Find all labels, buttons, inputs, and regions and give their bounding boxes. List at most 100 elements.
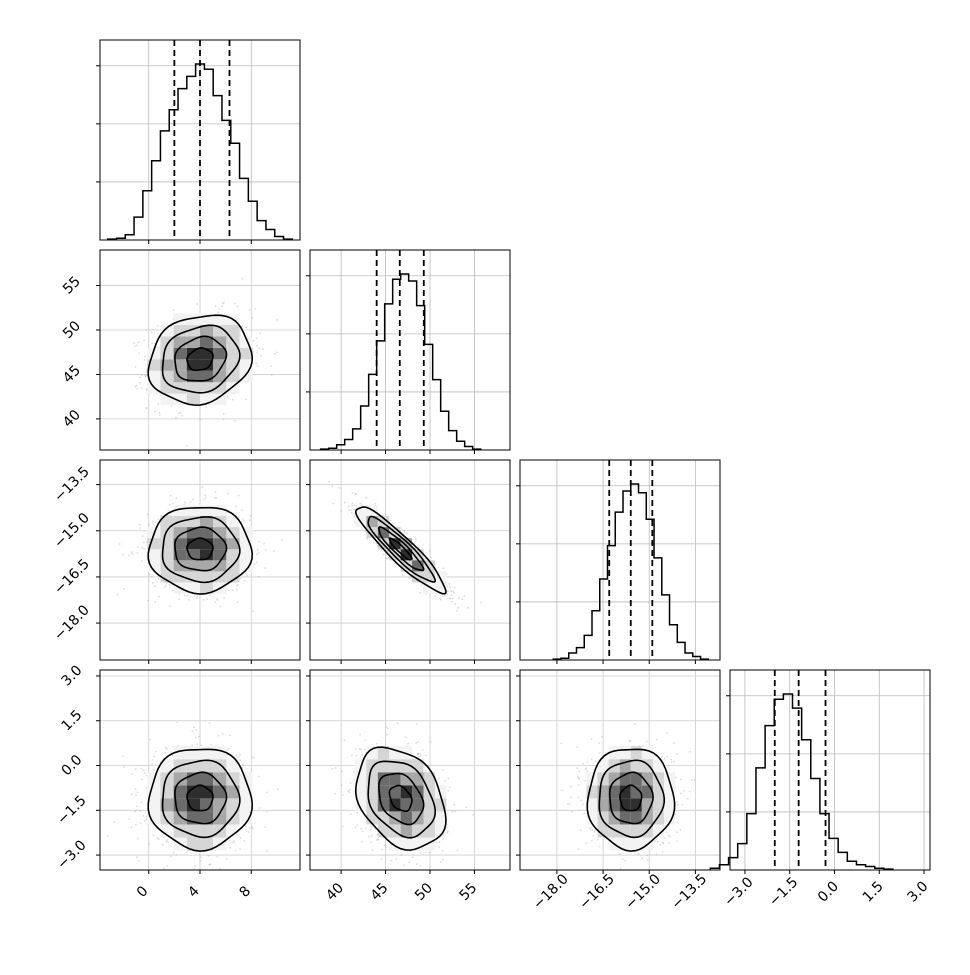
scatter-point — [140, 822, 142, 824]
scatter-point — [152, 521, 154, 523]
density-cell — [366, 759, 377, 772]
scatter-panel-2-1 — [306, 460, 510, 664]
scatter-point — [137, 838, 139, 840]
scatter-point — [245, 399, 247, 401]
density-cell — [187, 505, 200, 516]
density-cell — [213, 336, 226, 347]
scatter-point — [356, 755, 358, 757]
scatter-point — [251, 317, 253, 319]
scatter-point — [200, 860, 202, 862]
scatter-point — [415, 742, 417, 744]
panel-content — [310, 670, 510, 883]
scatter-point — [370, 841, 372, 843]
scatter-point — [254, 308, 256, 310]
scatter-point — [454, 587, 456, 589]
scatter-point — [186, 445, 188, 447]
scatter-point — [446, 586, 448, 588]
scatter-point — [429, 550, 431, 552]
scatter-point — [157, 325, 159, 327]
scatter-point — [361, 529, 363, 531]
scatter-point — [331, 768, 333, 770]
scatter-point — [370, 829, 372, 831]
scatter-point — [223, 419, 225, 421]
scatter-point — [413, 871, 415, 873]
scatter-point — [236, 585, 238, 587]
scatter-point — [370, 825, 372, 827]
scatter-point — [233, 840, 235, 842]
scatter-point — [442, 567, 444, 569]
scatter-point — [141, 375, 143, 377]
scatter-point — [167, 509, 169, 511]
scatter-point — [190, 877, 192, 879]
scatter-point — [227, 493, 229, 495]
scatter-point — [134, 788, 136, 790]
scatter-point — [442, 838, 444, 840]
scatter-point — [251, 826, 253, 828]
scatter-point — [263, 543, 265, 545]
scatter-point — [223, 302, 225, 304]
scatter-point — [176, 854, 178, 856]
scatter-point — [149, 573, 151, 575]
scatter-point — [258, 576, 260, 578]
scatter-point — [144, 355, 146, 357]
scatter-point — [139, 524, 141, 526]
scatter-point — [196, 743, 198, 745]
scatter-point — [144, 820, 146, 822]
scatter-point — [157, 403, 159, 405]
scatter-point — [352, 492, 354, 494]
scatter-point — [135, 366, 137, 368]
scatter-point — [170, 855, 172, 857]
scatter-point — [256, 337, 258, 339]
density-cell — [200, 746, 213, 759]
density-cell — [174, 325, 187, 336]
scatter-point — [359, 734, 361, 736]
scatter-point — [403, 864, 405, 866]
scatter-point — [375, 503, 377, 505]
scatter-point — [152, 582, 154, 584]
scatter-point — [154, 601, 156, 603]
scatter-point — [249, 827, 251, 829]
scatter-point — [252, 610, 254, 612]
scatter-point — [359, 748, 361, 750]
scatter-point — [226, 395, 228, 397]
scatter-point — [402, 575, 404, 577]
panel-content — [100, 670, 300, 888]
scatter-point — [200, 856, 202, 858]
scatter-panel-3-0 — [96, 670, 300, 888]
scatter-point — [96, 362, 98, 364]
scatter-point — [236, 513, 238, 515]
scatter-point — [184, 594, 186, 596]
scatter-point — [245, 327, 247, 329]
scatter-point — [451, 811, 453, 813]
scatter-point — [452, 876, 454, 878]
scatter-point — [143, 548, 145, 550]
scatter-point — [223, 413, 225, 415]
scatter-point — [216, 880, 218, 882]
scatter-point — [241, 278, 243, 280]
scatter-point — [158, 838, 160, 840]
scatter-point — [453, 591, 455, 593]
scatter-point — [351, 505, 353, 507]
scatter-point — [147, 600, 149, 602]
scatter-point — [442, 850, 444, 852]
scatter-point — [576, 746, 578, 748]
scatter-point — [153, 769, 155, 771]
scatter-point — [351, 755, 353, 757]
scatter-point — [452, 598, 454, 600]
scatter-point — [128, 555, 130, 557]
scatter-point — [170, 495, 172, 497]
scatter-point — [198, 736, 200, 738]
scatter-point — [435, 842, 437, 844]
scatter-point — [259, 332, 261, 334]
scatter-point — [162, 844, 164, 846]
scatter-point — [353, 771, 355, 773]
scatter-point — [159, 412, 161, 414]
scatter-point — [260, 355, 262, 357]
scatter-point — [148, 524, 150, 526]
scatter-point — [123, 588, 125, 590]
scatter-point — [139, 810, 141, 812]
scatter-point — [235, 850, 237, 852]
scatter-point — [253, 757, 255, 759]
scatter-point — [138, 342, 140, 344]
